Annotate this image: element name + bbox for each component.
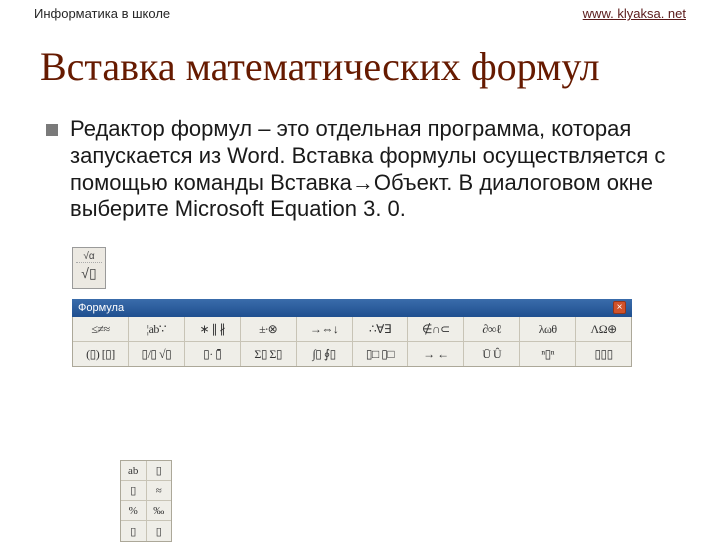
- eq-icon-bottom: √▯: [76, 265, 102, 282]
- tb-cell[interactable]: ¦ab∵: [129, 317, 185, 341]
- ep-cell[interactable]: ▯: [121, 521, 147, 541]
- toolbar-row-1: ≤≠≈ ¦ab∵ ∗ ∥ ∦ ±∙⊗ →⇔↓ ∴∀∃ ∉∩⊂ ∂∞ℓ λωθ Λ…: [73, 317, 631, 341]
- tb-cell[interactable]: ▯/▯ √▯: [129, 342, 185, 366]
- body-text: Редактор формул – это отдельная программ…: [70, 116, 676, 223]
- tb-cell[interactable]: ▯□ ▯□: [353, 342, 409, 366]
- tb-cell[interactable]: ∉∩⊂: [408, 317, 464, 341]
- tb-cell[interactable]: ∫▯ ∮▯: [297, 342, 353, 366]
- close-icon[interactable]: ×: [613, 301, 626, 314]
- equation-editor-icon[interactable]: √α √▯: [72, 247, 106, 289]
- tb-cell[interactable]: ∗ ∥ ∦: [185, 317, 241, 341]
- tb-cell[interactable]: →⇔↓: [297, 317, 353, 341]
- site-link[interactable]: www. klyaksa. net: [583, 6, 686, 21]
- tb-cell[interactable]: ∴∀∃: [353, 317, 409, 341]
- slide-header: Информатика в школе www. klyaksa. net: [0, 0, 720, 21]
- ep-row: ▯ ≈: [121, 481, 171, 501]
- ep-cell[interactable]: ‰: [147, 501, 172, 520]
- ep-row: ab ▯: [121, 461, 171, 481]
- ep-cell[interactable]: %: [121, 501, 147, 520]
- tb-cell[interactable]: ΛΩ⊕: [576, 317, 631, 341]
- ep-row: ▯ ▯: [121, 521, 171, 541]
- ep-cell[interactable]: ab: [121, 461, 147, 480]
- toolbar-titlebar[interactable]: Формула ×: [72, 299, 632, 317]
- tb-cell[interactable]: λωθ: [520, 317, 576, 341]
- tb-cell[interactable]: Σ▯ Σ▯: [241, 342, 297, 366]
- toolbar-title-text: Формула: [78, 302, 124, 314]
- slide-title: Вставка математических формул: [0, 21, 720, 116]
- tb-cell[interactable]: Ū Û: [464, 342, 520, 366]
- toolbar-row-2: (▯) [▯] ▯/▯ √▯ ▯· ▯̄ Σ▯ Σ▯ ∫▯ ∮▯ ▯□ ▯□ →…: [73, 341, 631, 366]
- tb-cell[interactable]: (▯) [▯]: [73, 342, 129, 366]
- formula-toolbar: Формула × ≤≠≈ ¦ab∵ ∗ ∥ ∦ ±∙⊗ →⇔↓ ∴∀∃ ∉∩⊂…: [72, 299, 632, 367]
- ep-row: % ‰: [121, 501, 171, 521]
- ep-cell[interactable]: ≈: [147, 481, 172, 500]
- extra-palette: ab ▯ ▯ ≈ % ‰ ▯ ▯: [120, 460, 172, 542]
- ep-cell[interactable]: ▯: [147, 521, 172, 541]
- bullet-icon: [46, 124, 58, 136]
- tb-cell[interactable]: ±∙⊗: [241, 317, 297, 341]
- body-row: Редактор формул – это отдельная программ…: [0, 116, 720, 223]
- tb-cell[interactable]: ⁿ▯ⁿ: [520, 342, 576, 366]
- tb-cell[interactable]: → ←: [408, 342, 464, 366]
- tb-cell[interactable]: ∂∞ℓ: [464, 317, 520, 341]
- ep-cell[interactable]: ▯: [121, 481, 147, 500]
- ep-cell[interactable]: ▯: [147, 461, 172, 480]
- tb-cell[interactable]: ▯· ▯̄: [185, 342, 241, 366]
- toolbar-body: ≤≠≈ ¦ab∵ ∗ ∥ ∦ ±∙⊗ →⇔↓ ∴∀∃ ∉∩⊂ ∂∞ℓ λωθ Λ…: [72, 317, 632, 367]
- eq-icon-top: √α: [76, 251, 102, 263]
- tb-cell[interactable]: ▯▯▯: [576, 342, 631, 366]
- header-left-text: Информатика в школе: [34, 6, 170, 21]
- tb-cell[interactable]: ≤≠≈: [73, 317, 129, 341]
- header-right: www. klyaksa. net: [583, 6, 686, 21]
